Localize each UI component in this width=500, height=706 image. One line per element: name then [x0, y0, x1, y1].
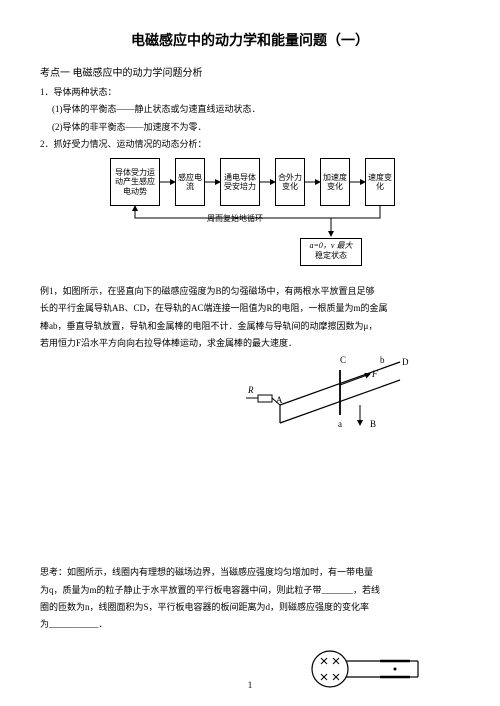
example1: 例1，如图所示，在竖直向下的磁感应强度为B的匀强磁场中，有两根水平放置且足够 长…: [40, 284, 460, 351]
sec2: 2．抓好受力情况、运动情况的动态分析：: [40, 137, 460, 152]
ex1-l3: 棒ab，垂直导轨放置，导轨和金属棒的电阻不计．金属棒与导轨间的动摩擦因数为μ，: [40, 319, 460, 334]
th-l1: 思考：如图所示，线圈内有理想的磁场边界，当磁感应强度均匀增加时，有一带电量: [40, 565, 460, 580]
flow-diagram: 导体受力运动产生感应电动势 感应电流 通电导体受安培力 合外力变化 加速度变化 …: [40, 158, 460, 278]
page-title: 电磁感应中的动力学和能量问题（一）: [40, 30, 460, 50]
th-l4: 为___________．: [40, 617, 460, 632]
ex1-l2: 长的平行金属导轨AB、CD，在导轨的AC端连接一阻值为R的电阻，一根质量为m的金…: [40, 301, 460, 316]
sec1: 1．导体两种状态：: [40, 85, 460, 100]
svg-text:A: A: [276, 395, 283, 405]
sec1a: (1)导体的平衡态——静止状态或匀速直线运动状态．: [40, 102, 460, 117]
example1-figure: A D C b a B F R: [40, 355, 460, 435]
svg-text:b: b: [380, 355, 385, 365]
svg-text:F: F: [371, 369, 378, 379]
page-number: 1: [0, 680, 500, 690]
kaodian-head: 考点一 电磁感应中的动力学问题分析: [40, 64, 460, 79]
svg-text:B: B: [370, 419, 376, 429]
th-l3: 圈的匝数为n，线圈面积为S，平行板电容器的板间距离为d，则磁感应强度的变化率: [40, 600, 460, 615]
svg-text:a: a: [338, 419, 342, 429]
svg-text:D: D: [402, 357, 409, 367]
ex1-l4: 若用恒力F沿水平方向向右拉导体棒运动，求金属棒的最大速度．: [40, 336, 460, 351]
flow-arrows: [40, 158, 460, 278]
ex1-l1: 例1，如图所示，在竖直向下的磁感应强度为B的匀强磁场中，有两根水平放置且足够: [40, 284, 460, 299]
th-l2: 为q，质量为m的粒子静止于水平放置的平行板电容器中间，则此粒子带_______，…: [40, 583, 460, 598]
svg-text:R: R: [247, 385, 254, 395]
think: 思考：如图所示，线圈内有理想的磁场边界，当磁感应强度均匀增加时，有一带电量 为q…: [40, 565, 460, 632]
sec1b: (2)导体的非平衡态——加速度不为零．: [40, 120, 460, 135]
svg-text:C: C: [340, 355, 346, 365]
